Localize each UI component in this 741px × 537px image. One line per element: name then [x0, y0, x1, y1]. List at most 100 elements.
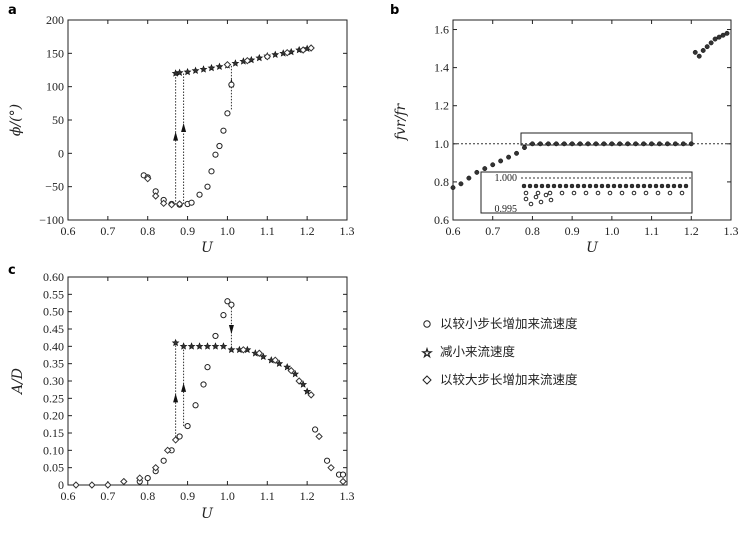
panel-b-ytick-label: 1.0 — [434, 137, 449, 151]
panel-c-diamond-point — [339, 477, 347, 486]
panel-b-xtick-label: 0.6 — [446, 224, 461, 238]
panel-a-xtick-label: 1.3 — [340, 224, 355, 238]
panel-c-circle-point — [192, 402, 199, 409]
panel-c-diamond-point — [255, 349, 264, 357]
panel-c-diamond-point — [239, 346, 248, 354]
panel-c-ytick-label: 0.45 — [43, 322, 64, 336]
panel-c-diamond-point — [287, 366, 295, 375]
panel-c-ytick-label: 0.35 — [43, 357, 64, 371]
panel-c-jump-arrow — [228, 325, 234, 334]
panel-c-circle-point — [184, 422, 191, 430]
panel-c-circle-point — [220, 312, 227, 319]
panel-a-diamond-point — [307, 44, 315, 52]
panel-c-xtick-label: 0.6 — [61, 489, 76, 503]
legend: 以较小步长增加来流速度 ☆ 减小来流速度 以较大步长增加来流速度 — [421, 316, 578, 387]
panel-c-star-point — [179, 342, 188, 350]
panel-b-xtick-label: 0.9 — [565, 224, 580, 238]
panel-c-ytick-label: 0.55 — [43, 287, 64, 301]
panel-b-point — [529, 141, 535, 147]
panel-b-point — [704, 44, 710, 50]
panel-c-diamond-point — [271, 356, 279, 364]
panel-a-ytick-label: 0 — [58, 146, 64, 160]
panel-b-inset-point — [611, 183, 617, 189]
panel-b-inset-point — [543, 192, 549, 198]
panel-b-point — [700, 48, 706, 53]
panel-b-xlabel: U — [586, 240, 599, 256]
panel-b-xtick-label: 1.0 — [604, 224, 619, 238]
panel-b-ytick-label: 1.6 — [434, 23, 449, 37]
panel-b-point — [641, 141, 647, 147]
panel-c-diamond-point — [307, 391, 315, 399]
panel-a-diamond-point — [144, 174, 152, 183]
panel-c-xtick-label: 1.3 — [340, 489, 355, 503]
panel-a-ytick-label: −50 — [45, 180, 64, 194]
panel-c-xtick-label: 0.9 — [180, 489, 195, 503]
panel-a-xtick-label: 0.9 — [180, 224, 195, 238]
panel-b-inset-point — [551, 183, 557, 189]
panel-b-inset-point — [583, 190, 589, 196]
panel-b-point — [625, 141, 631, 147]
panel-a-diamond-point — [159, 199, 168, 208]
panel-b-inset-point — [671, 183, 677, 189]
panel-c-circle-point — [204, 364, 211, 371]
panel-c-diamond-point — [136, 474, 144, 482]
panel-b-inset-point — [623, 183, 629, 189]
panel-b-inset-point — [595, 190, 601, 196]
panel-b-xtick-label: 0.7 — [485, 224, 500, 238]
panel-c-ytick-label: 0.10 — [43, 443, 64, 457]
panel-a-xtick-label: 0.7 — [100, 224, 115, 238]
panel-a-circle-point — [188, 199, 195, 206]
panel-a-diamond-point — [167, 200, 176, 209]
panel-a-circle-point — [216, 142, 223, 150]
panel-b-inset-point — [635, 183, 641, 189]
panel-a-diamond-point — [175, 200, 184, 208]
panel-c-circle-point — [339, 471, 347, 478]
panel-b-point — [716, 34, 722, 40]
panel-label-b: b — [390, 3, 399, 18]
panel-b-point — [720, 32, 726, 38]
panel-b-inset-point — [527, 183, 533, 189]
panel-a-star-point — [191, 66, 200, 74]
panel-c-circle-point — [312, 426, 319, 433]
panel-c-ytick-label: 0.60 — [43, 270, 64, 284]
panel-a-xtick-label: 1.0 — [220, 224, 235, 238]
panel-a-xtick-label: 1.1 — [260, 224, 275, 238]
panel-c-star-point — [219, 342, 228, 350]
panel-b-inset-point — [523, 196, 529, 202]
panel-c-diamond-point — [120, 477, 128, 486]
panel-b-ytick-label: 0.6 — [434, 213, 449, 227]
panel-b-inset-point — [629, 183, 635, 189]
panel-b-highlight-box — [520, 132, 693, 146]
panel-a-circle-point — [212, 151, 219, 158]
panel-c-diamond-point — [171, 436, 180, 444]
panel-b-point — [708, 40, 714, 46]
panel-a-ytick-label: 100 — [46, 80, 64, 94]
panel-a-xtick-label: 1.2 — [300, 224, 315, 238]
panel-a-star-point — [231, 59, 240, 67]
panel-b-point — [680, 141, 686, 147]
panel-a-ytick-label: −100 — [39, 213, 64, 227]
panel-b-point — [724, 30, 730, 36]
panel-a-diamond-point — [151, 192, 160, 200]
panel-c-circle-point — [228, 301, 235, 308]
panel-b-inset-point — [607, 190, 613, 196]
panel-c-diamond-point — [151, 463, 160, 472]
panel-b-inset-point — [548, 197, 554, 203]
panel-b-inset-marks — [521, 183, 689, 207]
panel-c-xtick-label: 0.8 — [140, 489, 155, 503]
panel-c-diamond-point — [295, 377, 303, 385]
panel-b-inset-point — [559, 190, 565, 196]
panel-c-diamond-point — [104, 481, 112, 489]
panel-b-xtick-label: 0.8 — [525, 224, 540, 238]
panel-b-point — [617, 141, 623, 147]
panel-c-circle-point — [176, 433, 183, 440]
panel-c-ytick-label: 0.50 — [43, 305, 64, 319]
panel-a-star-point — [183, 67, 192, 76]
panel-b-inset-point — [605, 183, 611, 189]
panel-c-ytick-label: 0.40 — [43, 339, 64, 353]
panel-c-diamond-point — [163, 446, 172, 455]
panel-b-inset-point — [581, 183, 587, 189]
panel-b-inset-point — [643, 190, 649, 196]
legend-diamond-icon — [422, 375, 432, 385]
panel-b-point — [665, 141, 670, 147]
